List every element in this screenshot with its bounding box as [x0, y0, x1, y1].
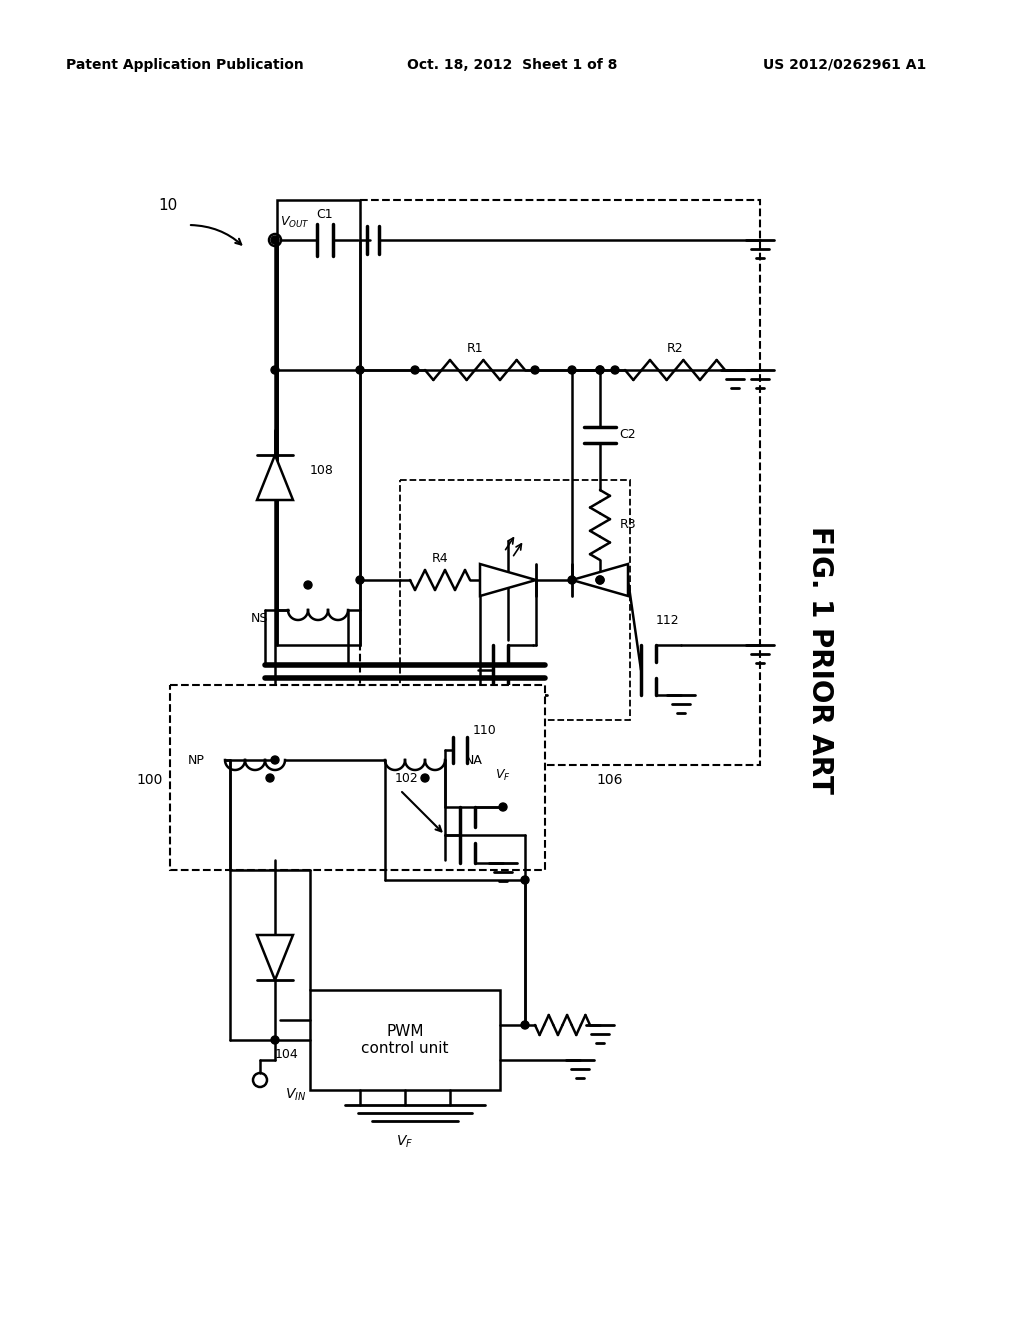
Circle shape: [611, 366, 618, 374]
Text: 100: 100: [136, 774, 163, 787]
Circle shape: [596, 366, 604, 374]
Polygon shape: [257, 455, 293, 500]
Text: R2: R2: [667, 342, 683, 355]
Text: US 2012/0262961 A1: US 2012/0262961 A1: [763, 58, 927, 73]
Circle shape: [596, 576, 604, 583]
Circle shape: [356, 576, 364, 583]
Circle shape: [304, 581, 312, 589]
Bar: [278, 201, 360, 645]
Polygon shape: [257, 935, 293, 979]
Circle shape: [271, 1036, 279, 1044]
Bar: [360, 201, 760, 766]
Circle shape: [568, 366, 575, 374]
Bar: [400, 480, 630, 719]
Circle shape: [568, 576, 575, 583]
Text: $V_F$: $V_F$: [396, 1134, 414, 1150]
Text: NP: NP: [188, 754, 205, 767]
Circle shape: [596, 366, 604, 374]
Text: $V_{IN}$: $V_{IN}$: [285, 1086, 306, 1104]
Text: NA: NA: [465, 754, 483, 767]
Polygon shape: [572, 564, 628, 597]
Text: 10: 10: [159, 198, 177, 213]
Circle shape: [531, 366, 539, 374]
Text: Patent Application Publication: Patent Application Publication: [67, 58, 304, 73]
Circle shape: [596, 576, 604, 583]
Circle shape: [521, 1020, 529, 1030]
Text: 104: 104: [274, 1048, 298, 1061]
Text: 108: 108: [310, 463, 334, 477]
Bar: [310, 990, 500, 1090]
Text: FIG. 1 PRIOR ART: FIG. 1 PRIOR ART: [806, 527, 834, 793]
Text: 110: 110: [473, 723, 497, 737]
Polygon shape: [480, 564, 536, 597]
Circle shape: [356, 366, 364, 374]
Text: 106: 106: [597, 774, 624, 787]
Text: 102: 102: [395, 772, 419, 785]
Text: $V_{OUT}$: $V_{OUT}$: [280, 214, 310, 230]
Text: Oct. 18, 2012  Sheet 1 of 8: Oct. 18, 2012 Sheet 1 of 8: [407, 58, 617, 73]
Text: C2: C2: [620, 429, 636, 441]
Circle shape: [499, 803, 507, 810]
Circle shape: [271, 236, 279, 244]
Text: PWM
control unit: PWM control unit: [361, 1024, 449, 1056]
Text: $V_F$: $V_F$: [496, 767, 511, 783]
Text: 112: 112: [656, 614, 680, 627]
Text: R1: R1: [467, 342, 483, 355]
Circle shape: [411, 366, 419, 374]
Text: R4: R4: [432, 552, 449, 565]
Circle shape: [271, 366, 279, 374]
Text: C1: C1: [316, 209, 334, 222]
Bar: [170, 685, 545, 870]
Circle shape: [271, 756, 279, 764]
Circle shape: [521, 876, 529, 884]
Text: NS: NS: [251, 611, 268, 624]
Text: R3: R3: [620, 519, 636, 532]
Circle shape: [421, 774, 429, 781]
Circle shape: [266, 774, 274, 781]
